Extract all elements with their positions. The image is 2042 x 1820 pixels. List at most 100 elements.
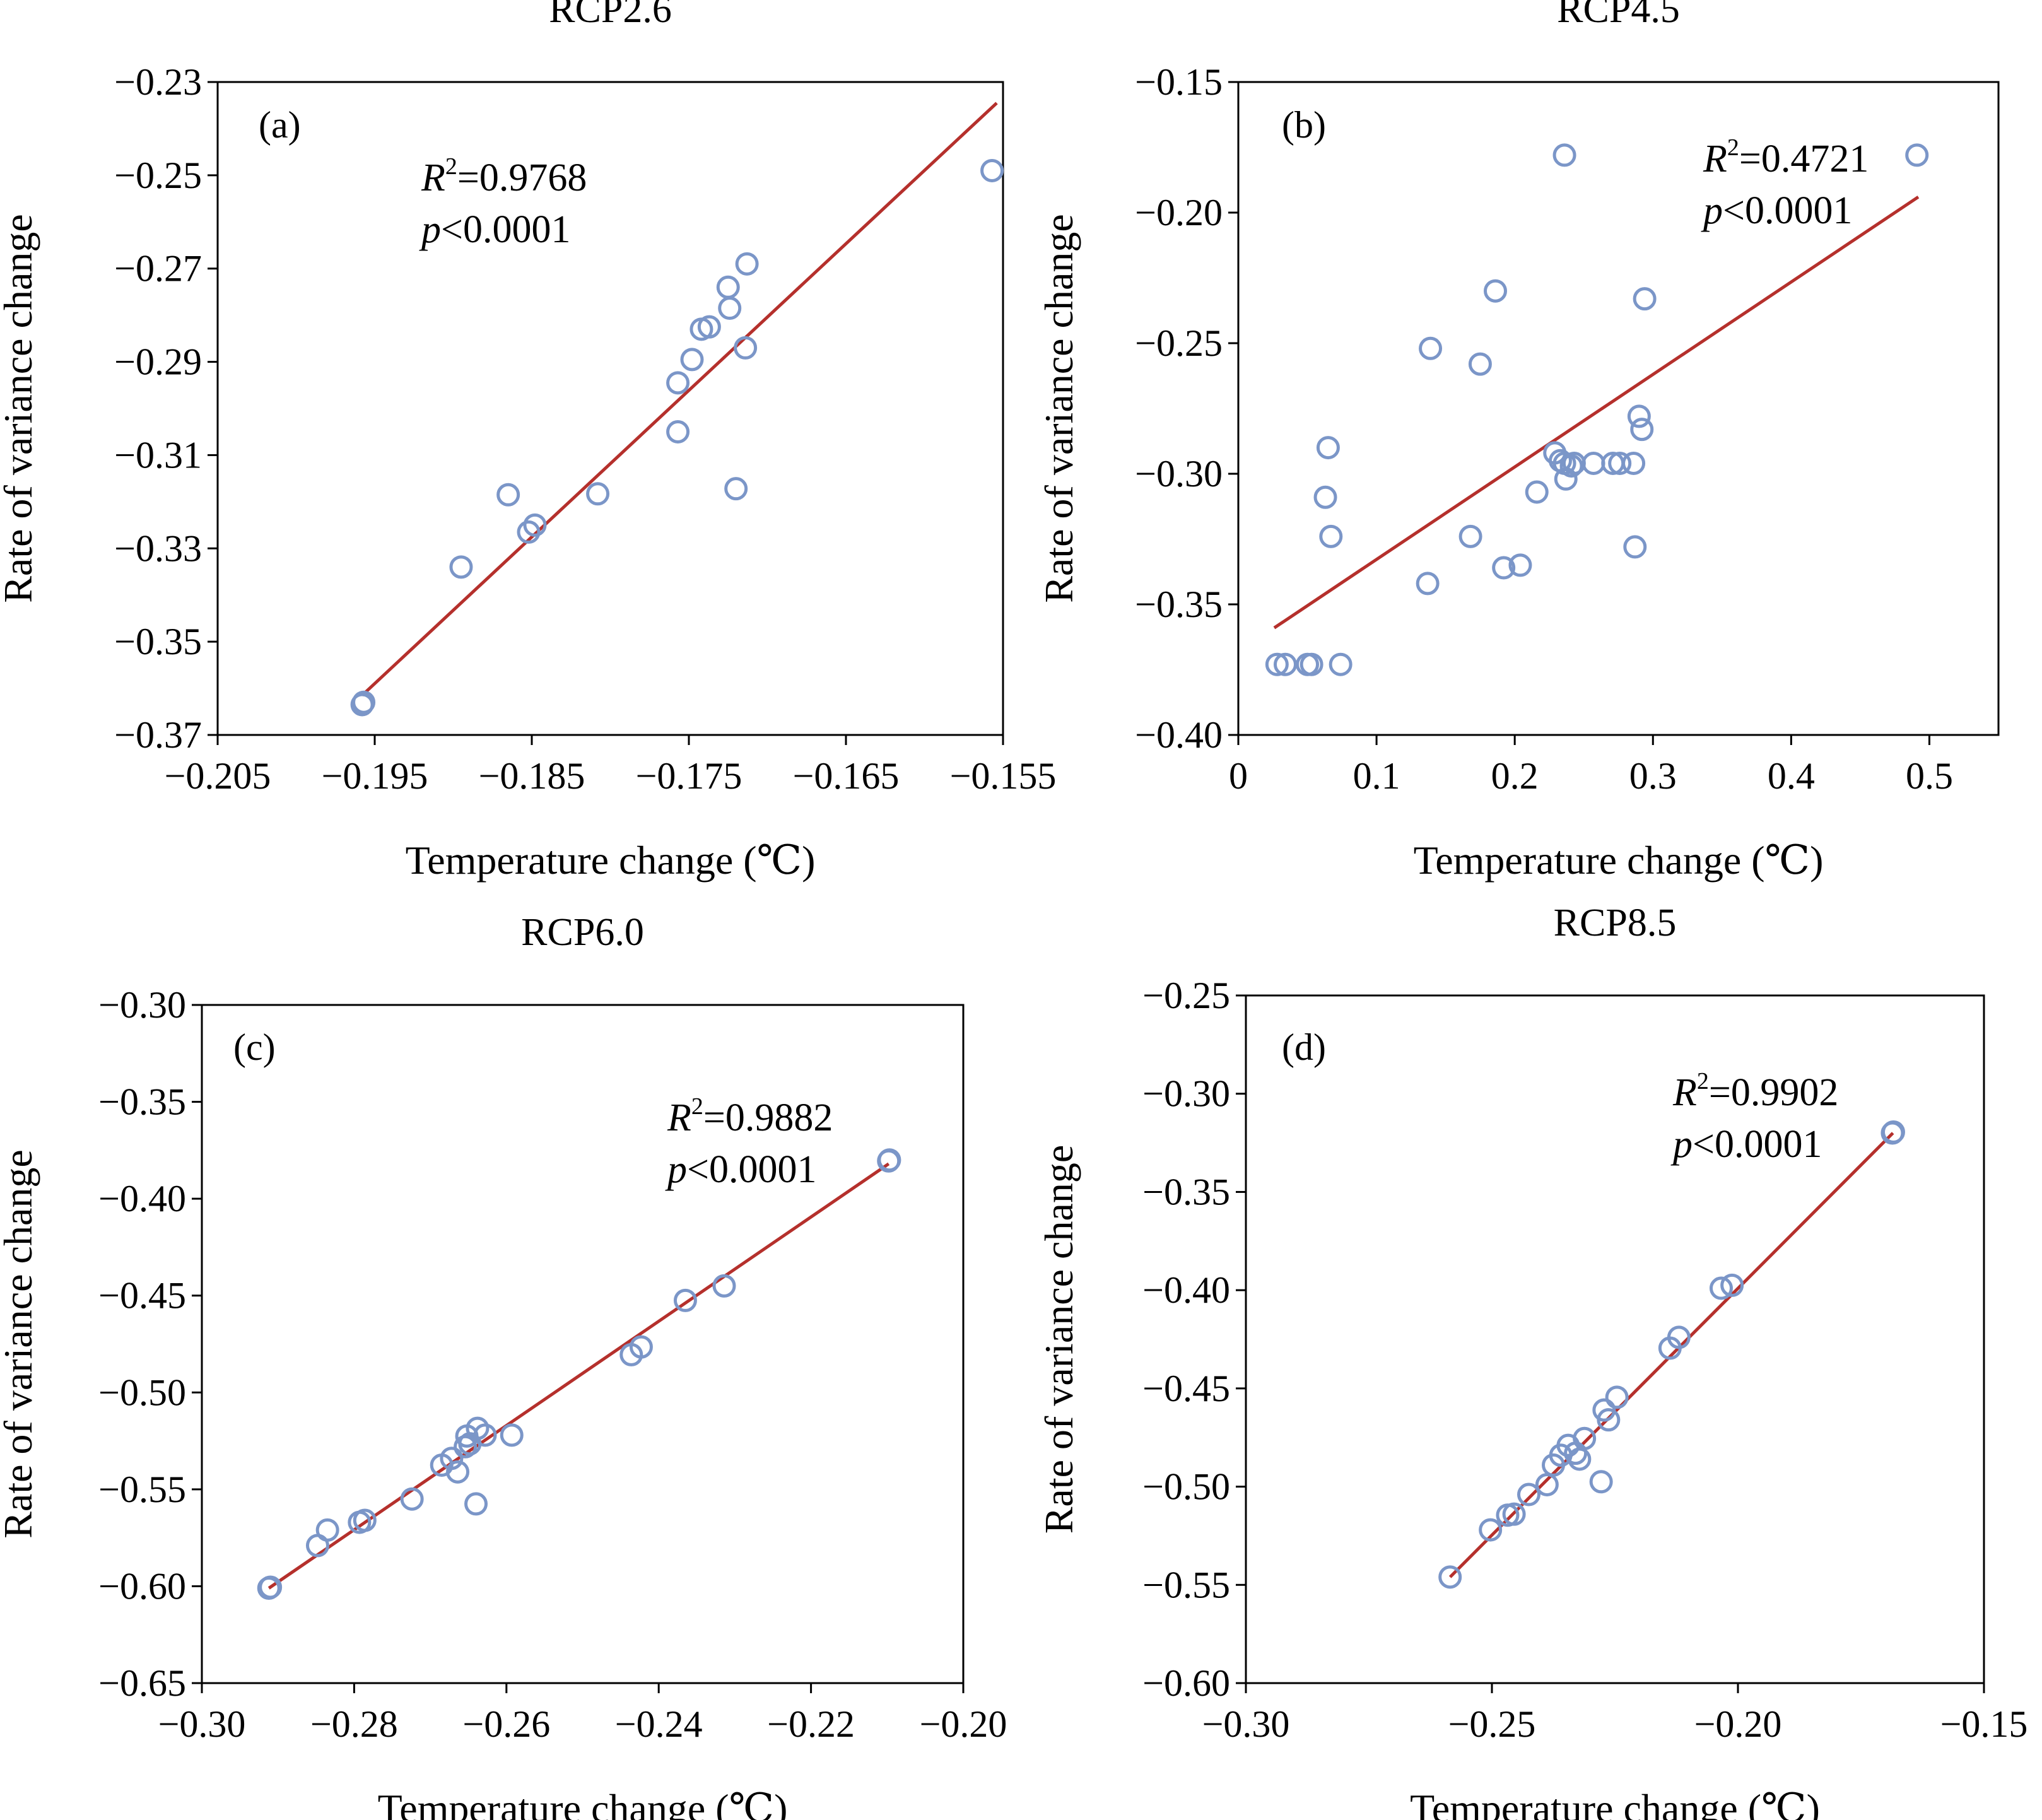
x-tick-label: 0.4 [1768,755,1815,797]
y-tick-label: −0.35 [98,1081,186,1123]
x-axis-label: Temperature change (℃) [1410,1786,1820,1820]
y-tick-label: −0.37 [114,714,202,756]
x-tick-label: −0.30 [158,1703,246,1745]
p-value-label: p<0.0001 [419,208,570,251]
data-point [1630,418,1654,442]
y-tick-label: −0.15 [1135,61,1223,103]
data-point [1484,279,1508,303]
x-tick-label: −0.20 [1694,1703,1782,1745]
data-point [724,477,748,501]
x-tick-label: −0.185 [479,755,585,797]
y-tick-label: −0.35 [114,621,202,662]
data-point [464,1492,488,1516]
data-point [352,690,376,714]
data-point [1623,535,1647,559]
data-point [1709,1276,1733,1300]
data-point [1608,451,1632,475]
y-tick-label: −0.50 [98,1371,186,1413]
data-point [735,252,759,276]
data-point [500,1423,524,1447]
data-point [666,371,690,395]
y-tick-label: −0.40 [98,1178,186,1219]
y-tick-label: −0.29 [114,341,202,383]
x-tick-label: −0.205 [165,755,271,797]
data-point [1265,652,1289,676]
data-point [1492,556,1516,580]
data-point [1419,336,1443,360]
y-tick-label: −0.30 [1142,1073,1230,1115]
data-point [697,315,721,339]
y-tick-label: −0.27 [114,248,202,290]
data-point [1300,652,1323,676]
data-point [315,1518,339,1542]
y-tick-label: −0.55 [98,1469,186,1510]
y-axis-label: Rate of variance change [0,214,40,603]
data-point [680,348,704,372]
p-value-label: p<0.0001 [1670,1123,1822,1166]
data-point [1479,1518,1503,1542]
y-tick-label: −0.45 [98,1275,186,1317]
chart-title: RCP4.5 [1557,0,1680,31]
y-tick-label: −0.45 [1142,1368,1230,1409]
plot-frame [216,81,1004,736]
data-point [449,555,473,579]
data-point [1508,553,1532,577]
data-point [877,1148,901,1172]
data-point [473,1423,497,1447]
regression-line [361,102,998,696]
data-point [1720,1273,1744,1297]
y-tick-label: −0.25 [114,155,202,196]
x-tick-label: 0 [1229,755,1248,797]
chart-panel-1: RCP4.5 (b) 0 0.1 0.2 0.3 0.4 0.5 −0.40 −0.35 −0.30… [1036,0,2000,883]
p-value-label: p<0.0001 [1701,189,1852,232]
panel-label: (b) [1282,104,1326,146]
x-tick-label: −0.28 [310,1703,398,1745]
data-point [1589,1470,1613,1494]
y-tick-label: −0.25 [1135,322,1223,364]
data-point [1525,480,1549,504]
y-tick-label: −0.30 [98,984,186,1026]
plot-frame [1245,994,1985,1684]
r-squared-label: R2=0.9768 [421,153,587,199]
p-value-label: p<0.0001 [665,1148,816,1191]
y-tick-label: −0.65 [98,1662,186,1704]
data-point [1319,524,1343,548]
y-tick-label: −0.60 [98,1565,186,1607]
data-point [1416,572,1440,596]
x-tick-label: 0.2 [1491,755,1539,797]
data-point [259,1575,283,1599]
data-point [1622,451,1646,475]
chart-panel-0: RCP2.6 (a) −0.205 −0.195 −0.185 −0.175 −0.165 −… [0,0,1056,883]
data-point [1316,436,1340,460]
y-tick-label: −0.40 [1142,1269,1230,1311]
data-point [523,513,547,537]
y-tick-label: −0.23 [114,61,202,103]
data-point [1905,143,1929,167]
chart-panel-2: RCP6.0 (c) −0.30 −0.28 −0.26 −0.24 −0.22 −0.20 −… [0,911,1007,1820]
data-point [1502,1502,1526,1526]
data-point [1552,143,1576,167]
y-axis-label: Rate of variance change [0,1149,40,1539]
x-tick-label: −0.20 [920,1703,1007,1745]
chart-title: RCP2.6 [549,0,672,31]
data-point [1667,1325,1691,1349]
panel-label: (c) [233,1026,276,1068]
regression-line [267,1162,890,1590]
data-point [1633,287,1657,311]
y-tick-label: −0.25 [1142,975,1230,1016]
x-tick-label: −0.15 [1940,1703,2028,1745]
y-tick-label: −0.50 [1142,1466,1230,1508]
data-point [1468,352,1492,376]
x-tick-label: 0.3 [1629,755,1677,797]
y-tick-label: −0.40 [1135,714,1223,756]
r-squared-label: R2=0.9902 [1672,1068,1838,1114]
data-point [1597,1408,1621,1432]
y-tick-label: −0.35 [1135,584,1223,625]
data-point [586,482,610,506]
panel-label: (a) [259,104,301,146]
y-tick-label: −0.60 [1142,1662,1230,1704]
x-tick-label: 0.1 [1353,755,1400,797]
data-point [1329,652,1353,676]
x-tick-label: −0.30 [1202,1703,1290,1745]
